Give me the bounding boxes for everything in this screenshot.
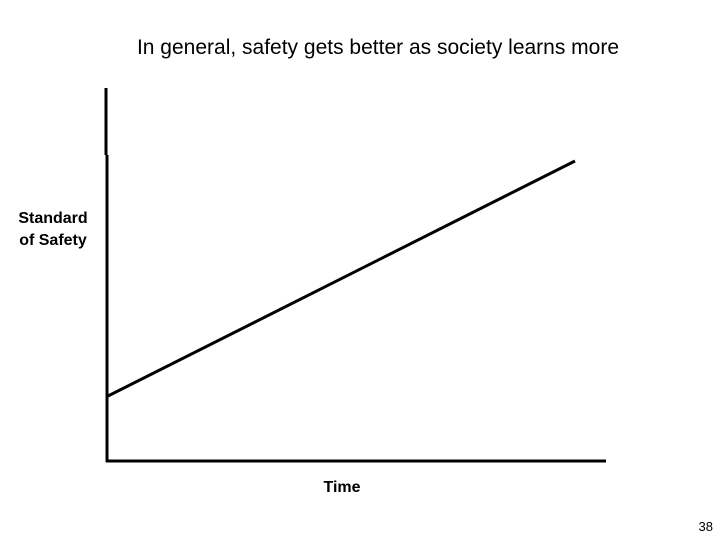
x-axis-label: Time xyxy=(323,479,361,496)
y-axis xyxy=(104,88,109,462)
page-number: 38 xyxy=(698,519,713,534)
y-axis-label: Standard of Safety xyxy=(8,208,98,252)
y-axis-label-line-1: Standard xyxy=(18,210,88,227)
y-axis-label-line-2: of Safety xyxy=(19,232,87,249)
slide-title: In general, safety gets better as societ… xyxy=(136,36,620,59)
series-line-0 xyxy=(107,159,576,398)
series-layer xyxy=(107,159,576,398)
